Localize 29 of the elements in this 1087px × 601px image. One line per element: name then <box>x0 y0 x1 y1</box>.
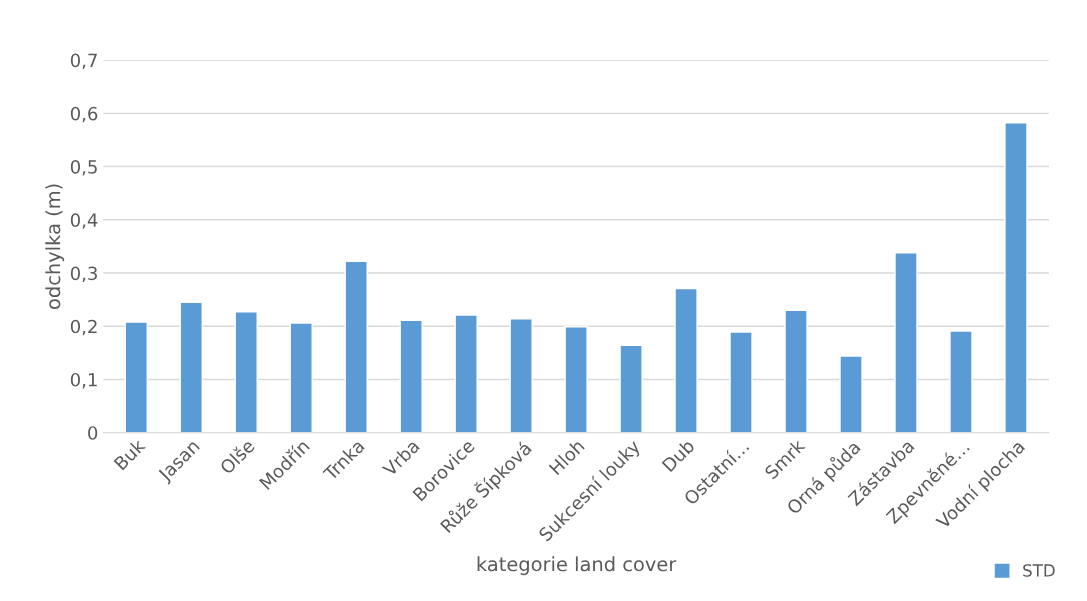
y-tick-label: 0,1 <box>70 372 97 389</box>
bar <box>729 331 753 433</box>
y-tick-label: 0,5 <box>70 160 97 176</box>
y-tick-label: 0,6 <box>70 106 98 123</box>
bar <box>564 326 588 433</box>
bar <box>234 311 258 433</box>
bar <box>344 260 368 433</box>
bar <box>839 355 863 433</box>
y-tick-label: 0,2 <box>70 319 97 336</box>
bar <box>619 344 643 433</box>
bar <box>1004 122 1028 433</box>
y-tick-label: 0,3 <box>70 266 97 282</box>
x-axis-title: kategorie land cover <box>477 556 677 576</box>
bar <box>894 252 918 433</box>
bar <box>179 301 203 433</box>
x-tick-label: Buk <box>113 437 147 471</box>
legend-label: STD <box>1023 564 1055 577</box>
y-tick-label: 0 <box>88 426 98 440</box>
bar <box>399 319 423 433</box>
y-axis-title: odchylka (m) <box>45 184 65 309</box>
bar <box>784 309 808 433</box>
bar <box>124 321 148 433</box>
bar <box>454 314 478 433</box>
y-tick-label: 0,7 <box>70 53 97 70</box>
bar <box>509 318 533 433</box>
y-tick-label: 0,4 <box>70 213 98 229</box>
bar <box>289 322 313 433</box>
bar <box>949 330 973 433</box>
bar <box>674 287 698 433</box>
